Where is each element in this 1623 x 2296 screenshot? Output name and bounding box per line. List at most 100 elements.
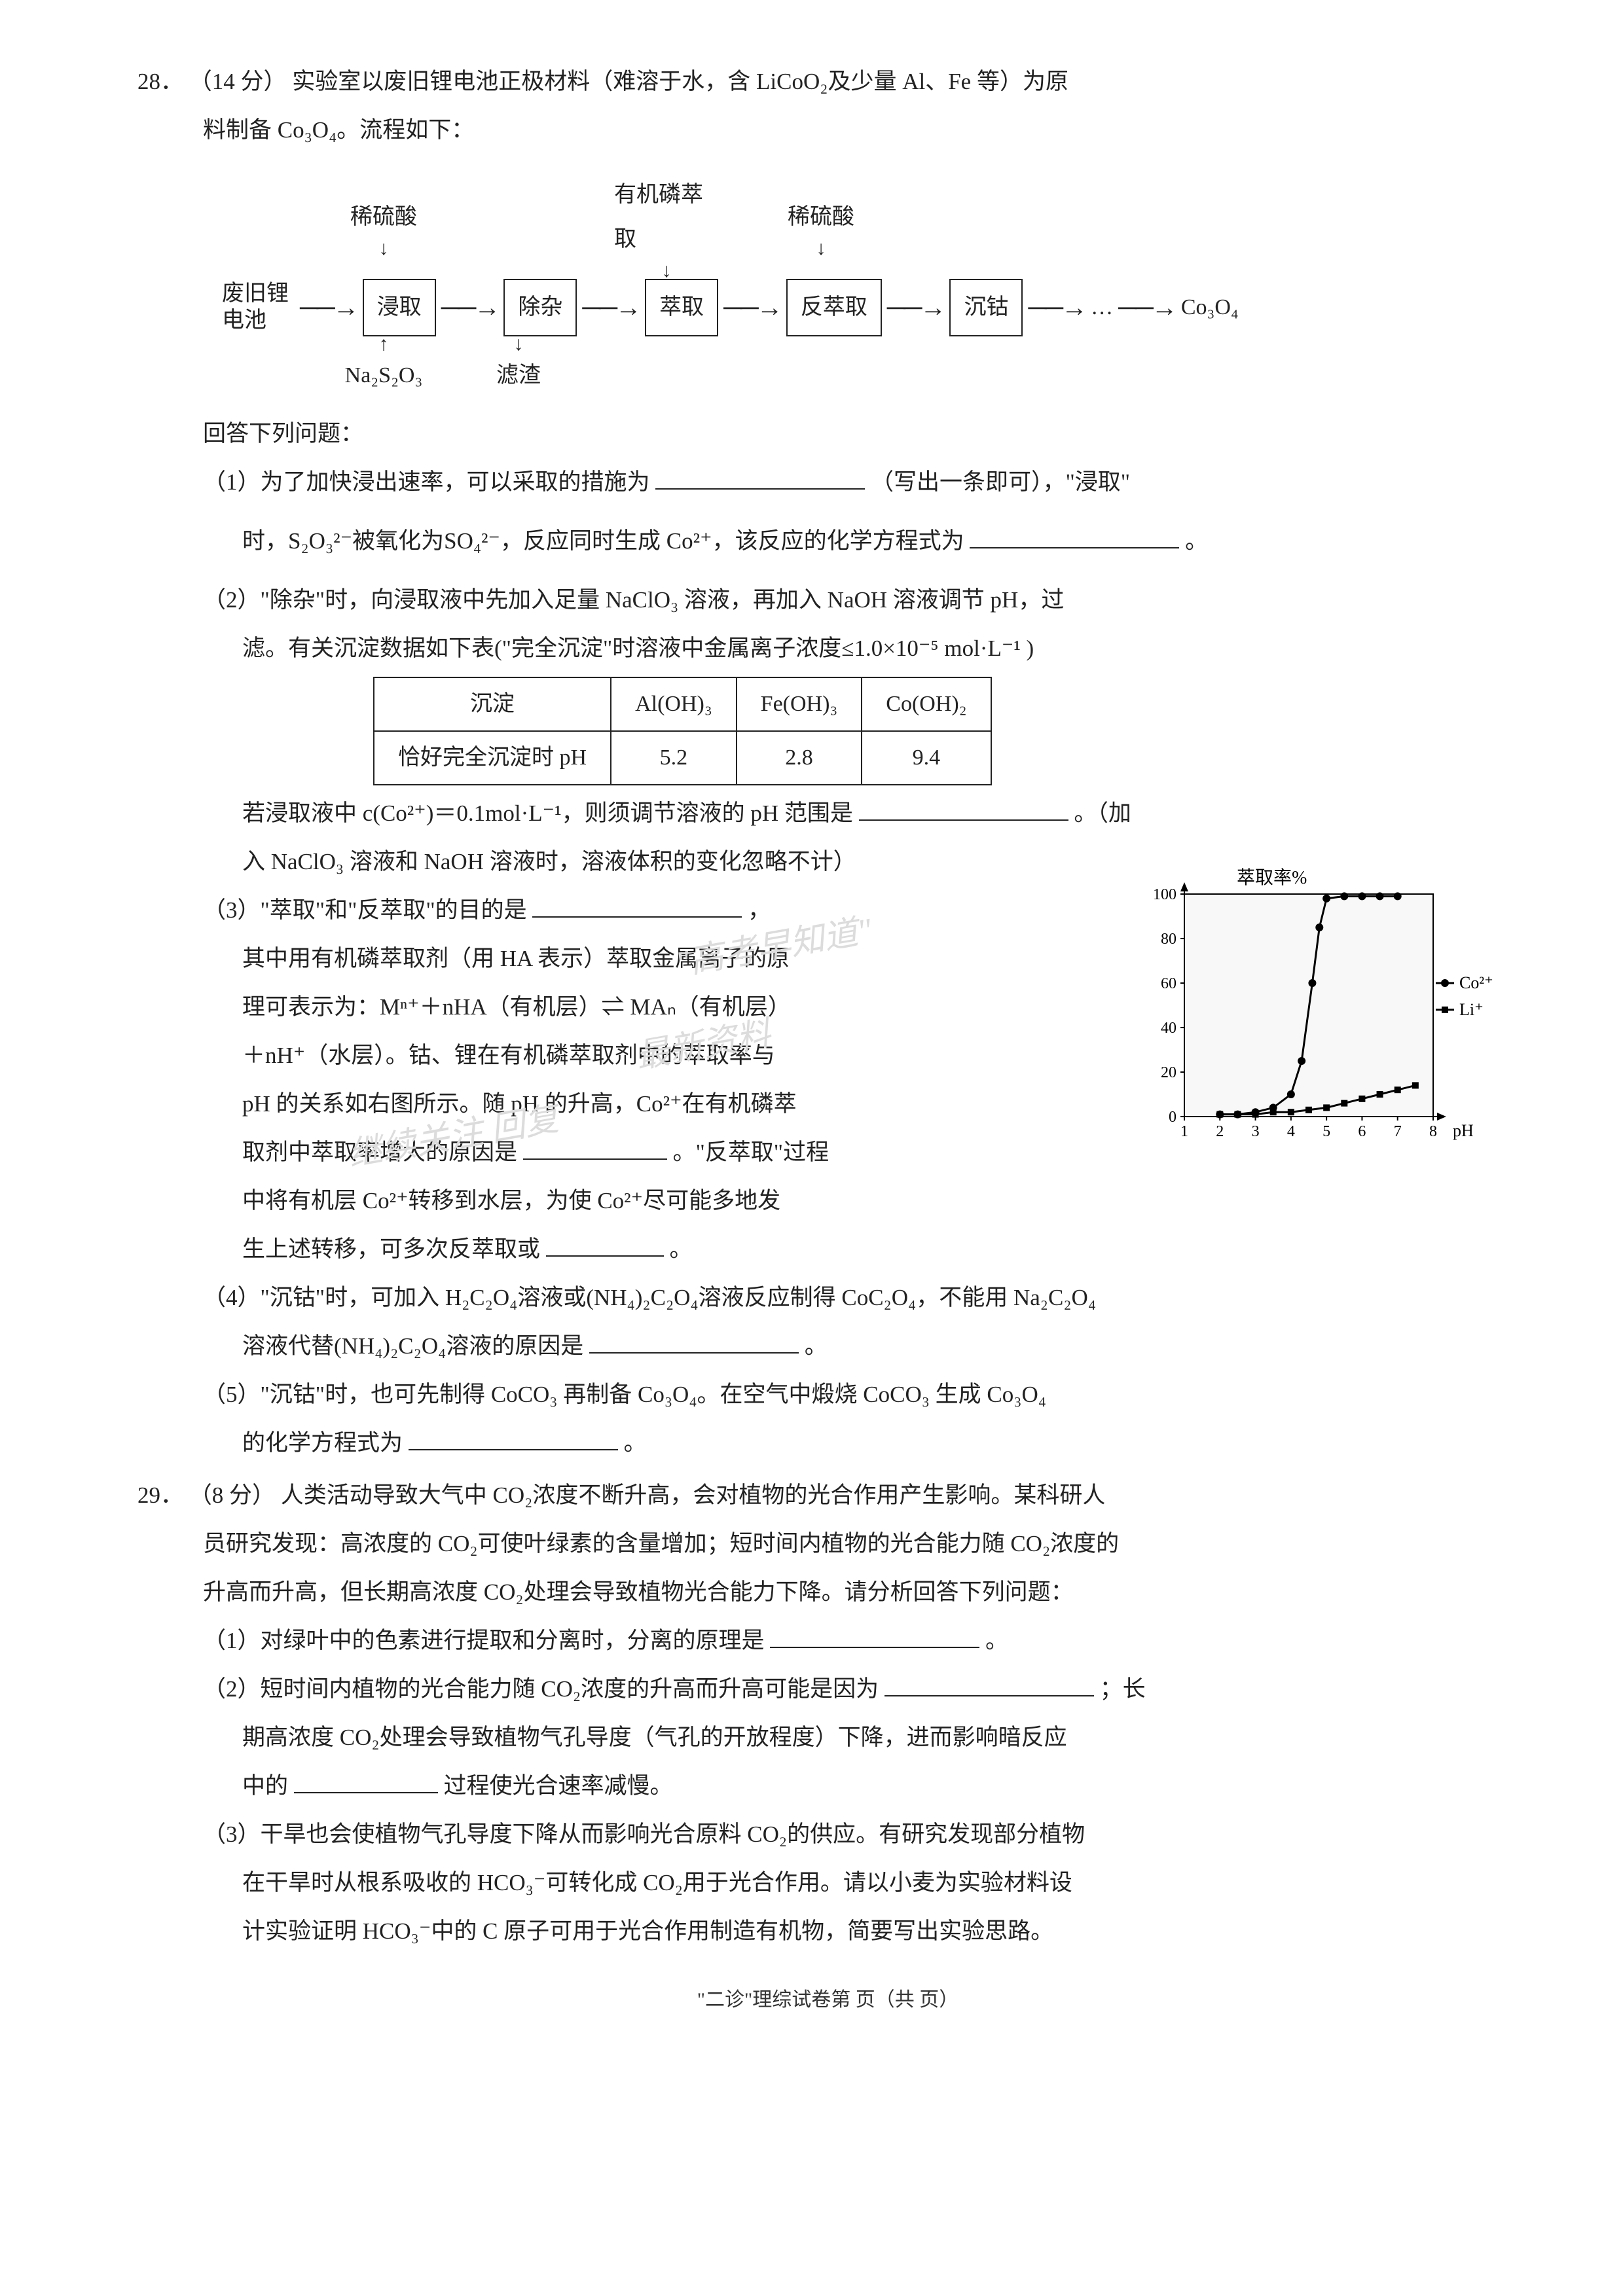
flow-top-2: 有机磷萃取 [614,173,719,262]
table-v3: 9.4 [862,731,991,785]
arrow-down-icon: ↓ [662,263,672,279]
svg-text:5: 5 [1322,1123,1330,1140]
q28-p4-a: （4）"沉钴"时，可加入 H₂C₂O₄溶液或(NH₄)₂C₂O₄溶液反应制得 C… [137,1275,1518,1321]
q28-p3-text-k: 。 [670,1236,693,1262]
flow-box-5: 沉钴 [949,279,1023,336]
flowchart: 稀硫酸 ↓ 有机磷萃取 ↓ 稀硫酸 ↓ 废旧锂 电池 ──→ 浸取 ──→ 除杂… [216,173,1518,398]
flow-output: Co₃O₄ [1181,285,1239,330]
arrow-down-icon: ↓ [816,241,826,257]
q28-p2-c: 若浸取液中 c(Co²⁺)＝0.1mol·L⁻¹，则须调节溶液的 pH 范围是 … [137,791,1518,836]
q28-p1-end: 。 [1185,528,1208,554]
q28-p3-text-g: 取剂中萃取率增大的原因是 [242,1139,517,1165]
q29-p2-text-e: 过程使光合速率减慢。 [444,1773,673,1799]
arrow-down-icon: ↓ [379,241,389,257]
table-r1: 恰好完全沉淀时 pH [374,731,611,785]
q29-p2-text-a: （2）短时间内植物的光合能力随 CO₂浓度的升高而升高可能是因为 [203,1676,879,1702]
q29-p1: （1）对绿叶中的色素进行提取和分离时，分离的原理是 。 [137,1618,1518,1664]
blank-or[interactable] [546,1229,664,1257]
q28-p3-text-b: ， [748,897,771,923]
blank-measure[interactable] [655,462,865,490]
flow-dots: … [1091,285,1113,330]
q29-number: 29． [137,1482,183,1508]
q28-p2-text-c: 若浸取液中 c(Co²⁺)＝0.1mol·L⁻¹，则须调节溶液的 pH 范围是 [242,800,853,826]
svg-text:80: 80 [1161,931,1176,948]
arrow-right-icon: ──→ [723,281,781,334]
blank-ph-range[interactable] [859,793,1068,821]
blank-reason-short[interactable] [884,1669,1094,1696]
flow-top-1: 稀硫酸 [350,195,417,240]
q29-header: 29． （8 分） 人类活动导致大气中 CO₂浓度不断升高，会对植物的光合作用产… [137,1473,1518,1518]
table-h2: Al(OH)₃ [611,677,737,731]
q29-p3-c: 计实验证明 HCO₃⁻中的 C 原子可用于光合作用制造有机物，简要写出实验思路。 [137,1909,1518,1954]
arrow-right-icon: ──→ [300,281,357,334]
svg-text:4: 4 [1287,1123,1295,1140]
blank-equation-2[interactable] [409,1423,618,1450]
q28-p4-text-c: 。 [805,1333,828,1359]
q28-number: 28． [137,69,183,94]
chart-svg: 萃取率%02040608010012345678pHCo²⁺Li⁺ [1145,868,1512,1149]
q28-header: 28． （14 分） 实验室以废旧锂电池正极材料（难溶于水，含 LiCoO₂及少… [137,59,1518,105]
arrow-up-icon: ↑ [379,336,389,352]
q29-p2-d: 中的 过程使光合速率减慢。 [137,1763,1518,1809]
flow-box-2: 除杂 [503,279,577,336]
flow-input: 废旧锂 电池 [216,281,295,334]
q28-p4-b: 溶液代替(NH₄)₂C₂O₄溶液的原因是 。 [137,1323,1518,1369]
svg-text:萃取率%: 萃取率% [1237,868,1307,888]
blank-purpose[interactable] [532,890,742,918]
q29-p2-text-b: ；长 [1100,1676,1146,1702]
flow-bot-1: Na₂S₂O₃ [345,353,423,398]
q29-l3: 升高而升高，但长期高浓度 CO₂处理会导致植物光合能力下降。请分析回答下列问题： [137,1570,1518,1615]
q28-p2-b: 滤。有关沉淀数据如下表("完全沉淀"时溶液中金属离子浓度≤1.0×10⁻⁵ mo… [137,626,1518,672]
q28-p3-j: 生上述转移，可多次反萃取或 。 [137,1227,1518,1272]
flow-bot-2: 滤渣 [496,353,541,398]
q29-p2-c: 期高浓度 CO₂处理会导致植物气孔导度（气孔的开放程度）下降，进而影响暗反应 [137,1715,1518,1761]
svg-text:60: 60 [1161,975,1176,992]
q28-p5-b: 的化学方程式为 。 [137,1420,1518,1466]
arrow-right-icon: ──→ [1118,281,1176,334]
blank-principle[interactable] [770,1621,979,1648]
svg-text:100: 100 [1153,886,1176,903]
q28-intro-l1: 实验室以废旧锂电池正极材料（难溶于水，含 LiCoO₂及少量 Al、Fe 等）为… [292,69,1068,94]
flow-top-3: 稀硫酸 [788,195,854,240]
page-footer: "二诊"理综试卷第 页（共 页） [137,1981,1518,2020]
svg-text:0: 0 [1169,1109,1176,1126]
blank-reason-na[interactable] [589,1326,799,1354]
q29-p2-text-d: 中的 [242,1773,288,1799]
arrow-down-icon: ↓ [514,336,524,352]
table-h3: Fe(OH)₃ [737,677,862,731]
q28-answer-header: 回答下列问题： [137,411,1518,457]
sediment-table: 沉淀 Al(OH)₃ Fe(OH)₃ Co(OH)₂ 恰好完全沉淀时 pH 5.… [373,677,992,785]
q29-points: （8 分） [189,1482,275,1508]
q28-p1-text-c: 时，S₂O₃²⁻被氧化为SO₄²⁻，反应同时生成 Co²⁺，该反应的化学方程式为 [242,528,964,554]
q29-p3-b: 在干旱时从根系吸收的 HCO₃⁻可转化成 CO₂用于光合作用。请以小麦为实验材料… [137,1860,1518,1906]
svg-text:3: 3 [1252,1123,1260,1140]
q28-p4-text-b: 溶液代替(NH₄)₂C₂O₄溶液的原因是 [242,1333,583,1359]
table-h4: Co(OH)₂ [862,677,991,731]
svg-text:pH: pH [1453,1121,1474,1140]
arrow-right-icon: ──→ [887,281,945,334]
svg-text:Co²⁺: Co²⁺ [1459,973,1493,992]
q28-p2-text-d: 。（加 [1074,800,1131,826]
svg-text:8: 8 [1429,1123,1437,1140]
q28-p1-text-a: （1）为了加快浸出速率，可以采取的措施为 [203,469,650,495]
blank-process[interactable] [294,1766,438,1793]
q28-p3-block: "高考早知道" 最新资料 继续关注 回复 萃取率%020406080100123… [137,888,1518,1275]
q29-l2: 员研究发现：高浓度的 CO₂可使叶绿素的含量增加；短时间内植物的光合能力随 CO… [137,1521,1518,1567]
q28-p2-a: （2）"除杂"时，向浸取液中先加入足量 NaClO₃ 溶液，再加入 NaOH 溶… [137,577,1518,623]
q28-p3-text-j: 生上述转移，可多次反萃取或 [242,1236,540,1262]
svg-text:2: 2 [1216,1123,1224,1140]
blank-reason[interactable] [523,1132,667,1160]
table-v1: 5.2 [611,731,737,785]
q29-p1-text: （1）对绿叶中的色素进行提取和分离时，分离的原理是 [203,1628,765,1653]
q28-p5-text-c: 。 [624,1430,647,1456]
table-v2: 2.8 [737,731,862,785]
svg-text:7: 7 [1394,1123,1402,1140]
flow-box-4: 反萃取 [786,279,882,336]
q29-l1: 人类活动导致大气中 CO₂浓度不断升高，会对植物的光合作用产生影响。某科研人 [281,1482,1106,1508]
arrow-right-icon: ──→ [441,281,499,334]
q28-p5-a: （5）"沉钴"时，也可先制得 CoCO₃ 再制备 Co₃O₄。在空气中煅烧 Co… [137,1372,1518,1418]
flow-box-1: 浸取 [363,279,436,336]
q28-p1-a: （1）为了加快浸出速率，可以采取的措施为 （写出一条即可），"浸取" [137,459,1518,505]
blank-equation[interactable] [970,521,1179,548]
svg-text:Li⁺: Li⁺ [1459,1000,1484,1019]
